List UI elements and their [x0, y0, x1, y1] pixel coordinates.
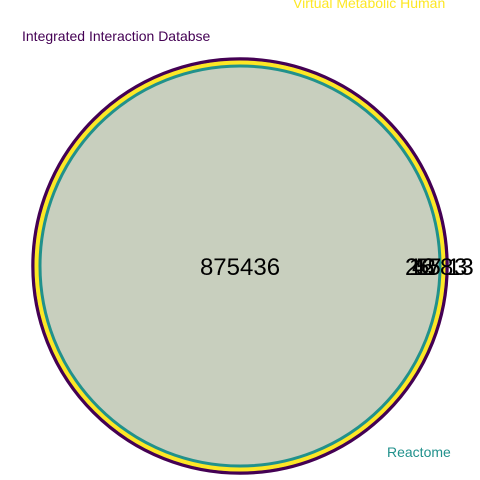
set-circle-reactome	[38, 64, 442, 468]
set-label-integrated-interaction-database: Integrated Interaction Databse	[22, 28, 211, 44]
edge-count-label: 5	[416, 254, 429, 281]
edge-count-label: 3	[454, 254, 467, 281]
edge-count-label: 4	[412, 254, 425, 281]
edge-count-label: 6	[421, 254, 434, 281]
set-label-virtual-metabolic-human: Virtual Metabolic Human	[293, 0, 445, 11]
edge-count-label: 8	[440, 254, 453, 281]
edge-count-label: 15	[414, 254, 441, 281]
region-count-main: 875436	[200, 254, 280, 281]
edge-count-label: 2	[405, 254, 418, 281]
edge-count-label: 12	[409, 254, 436, 281]
set-label-reactome: Reactome	[387, 444, 451, 460]
set-circle-virtual-metabolic-human	[34, 60, 446, 472]
edge-count-label: 13	[447, 254, 474, 281]
edge-count-labels: 2 4 5 6 7 12 13 15 8 3	[405, 254, 474, 281]
edge-count-label: 7	[428, 254, 441, 281]
